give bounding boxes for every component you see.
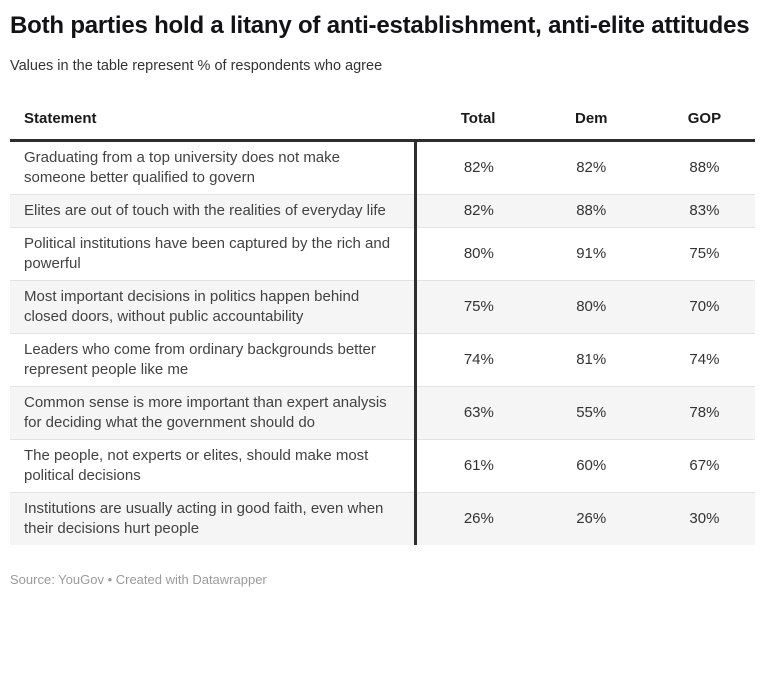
table-row: The people, not experts or elites, shoul…	[10, 439, 755, 493]
dem-value-cell: 80%	[528, 280, 642, 334]
gop-value-cell: 74%	[641, 333, 755, 387]
table-row: Most important decisions in politics hap…	[10, 280, 755, 334]
statement-cell: Common sense is more important than expe…	[10, 386, 416, 440]
table-row: Common sense is more important than expe…	[10, 386, 755, 440]
statement-cell: Elites are out of touch with the realiti…	[10, 194, 416, 228]
column-header-gop: GOP	[641, 98, 755, 142]
dem-value-cell: 91%	[528, 227, 642, 281]
dem-value-cell: 81%	[528, 333, 642, 387]
dem-value-cell: 82%	[576, 159, 607, 176]
table-row: Political institutions have been capture…	[10, 227, 755, 281]
table-row: Graduating from a top university does no…	[10, 140, 755, 195]
table-row: Elites are out of touch with the realiti…	[10, 194, 755, 228]
total-value-cell: 63%	[414, 386, 529, 440]
gop-value-cell: 75%	[641, 227, 755, 281]
dem-value-cell: 26%	[528, 492, 642, 545]
statement-cell: Political institutions have been capture…	[10, 227, 416, 281]
total-value-cell: 82%	[414, 140, 529, 195]
column-header-dem: Dem	[528, 98, 642, 142]
dem-value-cell: 55%	[528, 386, 642, 440]
chart-subtitle: Values in the table represent % of respo…	[10, 58, 383, 74]
gop-value-cell: 70%	[641, 280, 755, 334]
gop-value-cell: 78%	[641, 386, 755, 440]
table-body: Graduating from a top university does no…	[10, 140, 755, 545]
gop-value-cell: 30%	[641, 492, 755, 545]
column-header-statement: Statement	[10, 98, 416, 142]
total-value-cell: 61%	[414, 439, 529, 493]
table-row: Leaders who come from ordinary backgroun…	[10, 333, 755, 387]
statement-cell: Graduating from a top university does no…	[24, 149, 340, 186]
total-value-cell: 80%	[414, 227, 529, 281]
total-value-cell: 82%	[414, 194, 529, 228]
dem-value-cell: 88%	[528, 194, 642, 228]
data-table: Statement Total Dem GOP Graduating from …	[10, 98, 755, 545]
gop-value-cell: 67%	[641, 439, 755, 493]
chart-container: Both parties hold a litany of anti-estab…	[10, 12, 755, 587]
dem-value-cell: 60%	[528, 439, 642, 493]
statement-cell: Institutions are usually acting in good …	[10, 492, 416, 545]
total-value-cell: 26%	[414, 492, 529, 545]
table-row: Institutions are usually acting in good …	[10, 492, 755, 545]
statement-cell: The people, not experts or elites, shoul…	[10, 439, 416, 493]
total-value-cell: 75%	[414, 280, 529, 334]
chart-title: Both parties hold a litany of anti-estab…	[10, 12, 750, 39]
column-header-total: Total	[415, 98, 529, 142]
total-value-cell: 74%	[414, 333, 529, 387]
statement-cell: Leaders who come from ordinary backgroun…	[10, 333, 416, 387]
statement-cell: Most important decisions in politics hap…	[10, 280, 416, 334]
table-header-row: Statement Total Dem GOP	[10, 98, 755, 142]
gop-value-cell: 88%	[689, 159, 720, 176]
gop-value-cell: 83%	[641, 194, 755, 228]
source-attribution: Source: YouGov • Created with Datawrappe…	[10, 572, 267, 587]
